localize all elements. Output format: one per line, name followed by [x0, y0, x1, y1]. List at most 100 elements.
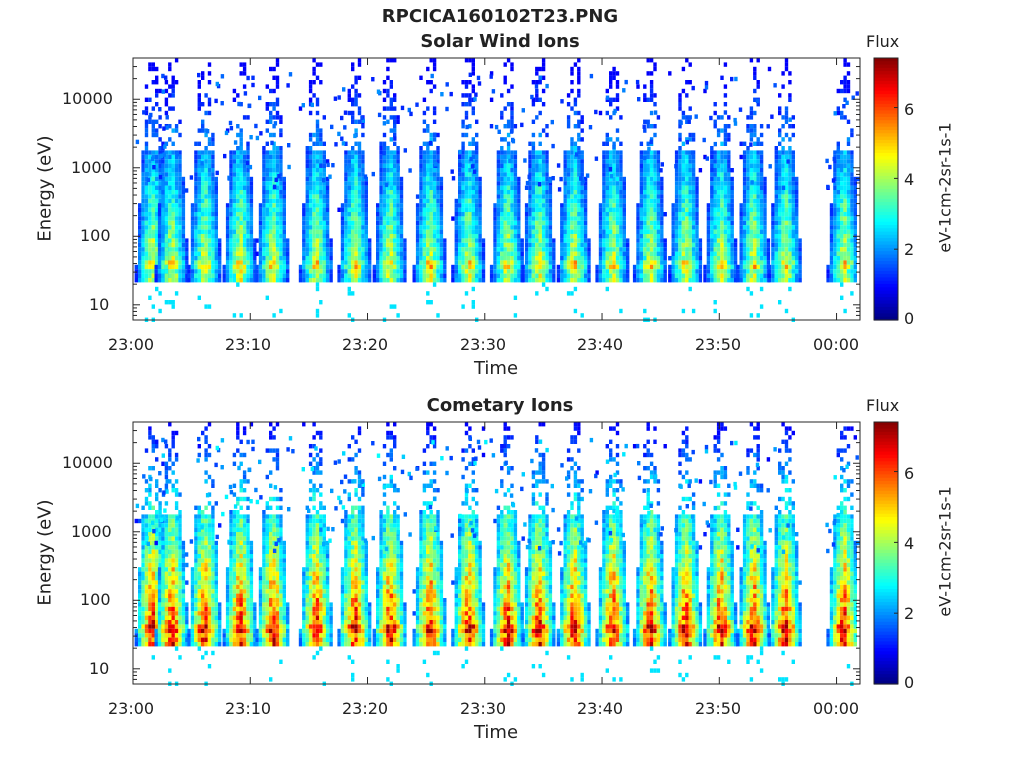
flux-cell: [178, 260, 182, 265]
flux-cell: [746, 159, 750, 164]
flux-cell: [643, 260, 647, 265]
flux-cell: [364, 207, 368, 212]
flux-cell: [161, 247, 165, 252]
flux-cell: [168, 256, 172, 261]
flux-cell: [155, 203, 159, 208]
flux-cell: [236, 168, 240, 173]
flux-cell: [720, 251, 724, 256]
flux-cell: [265, 172, 269, 177]
flux-cell: [716, 216, 721, 221]
flux-cell: [619, 115, 623, 120]
flux-cell: [347, 234, 351, 239]
flux-cell: [609, 234, 613, 239]
flux-cell: [376, 207, 380, 212]
flux-cell: [262, 212, 266, 217]
flux-cell: [426, 168, 430, 173]
flux-cell: [496, 260, 501, 265]
flux-cell: [506, 132, 511, 138]
flux-cell: [653, 251, 657, 256]
flux-cell: [158, 163, 162, 168]
flux-cell: [671, 256, 675, 261]
flux-cell: [458, 198, 462, 204]
flux-cell: [312, 212, 316, 217]
flux-cell: [471, 137, 475, 142]
flux-cell: [753, 154, 757, 160]
flux-cell: [649, 264, 654, 270]
flux-cell: [598, 256, 603, 261]
flux-cell: [439, 242, 444, 248]
flux-cell: [204, 220, 208, 226]
flux-cell: [239, 229, 243, 234]
flux-cell: [157, 242, 162, 248]
flux-cell: [302, 273, 306, 278]
flux-cell: [695, 260, 699, 265]
flux-cell: [570, 154, 574, 160]
flux-cell: [506, 264, 511, 270]
flux-cell: [503, 260, 507, 265]
flux-cell: [319, 242, 323, 248]
flux-cell: [379, 185, 383, 190]
flux-cell: [269, 220, 273, 226]
flux-cell: [535, 264, 539, 270]
flux-cell: [678, 198, 682, 204]
flux-cell: [656, 181, 661, 186]
flux-cell: [622, 269, 626, 274]
flux-cell: [756, 278, 760, 283]
flux-cell: [643, 234, 647, 239]
flux-cell: [269, 66, 273, 72]
flux-cell: [351, 225, 355, 230]
flux-cell: [746, 185, 750, 190]
flux-cell: [269, 176, 273, 182]
flux-cell: [302, 203, 306, 208]
flux-cell: [749, 190, 754, 195]
flux-cell: [214, 207, 218, 212]
flux-cell: [305, 198, 309, 204]
flux-cell: [155, 234, 159, 239]
flux-cell: [541, 260, 546, 265]
flux-cell: [602, 225, 606, 230]
flux-cell: [194, 159, 198, 164]
flux-cell: [500, 181, 504, 186]
flux-cell: [269, 273, 273, 278]
flux-cell: [396, 172, 400, 177]
flux-cell: [506, 203, 511, 208]
flux-cell: [605, 242, 609, 248]
flux-cell: [716, 185, 721, 190]
flux-cell: [382, 216, 387, 221]
flux-cell: [171, 256, 175, 261]
flux-cell: [174, 176, 179, 182]
flux-cell: [232, 198, 237, 204]
flux-cell: [710, 159, 714, 164]
flux-cell: [361, 225, 365, 230]
flux-cell: [161, 194, 165, 199]
flux-cell: [249, 207, 254, 212]
flux-cell: [315, 159, 320, 164]
flux-cell: [325, 190, 330, 195]
flux-cell: [681, 234, 686, 239]
flux-cell: [691, 168, 696, 173]
flux-cell: [194, 225, 198, 230]
flux-cell: [552, 242, 556, 248]
flux-cell: [746, 124, 750, 129]
flux-cell: [344, 154, 348, 160]
flux-cell: [771, 264, 775, 270]
flux-cell: [639, 172, 644, 177]
flux-cell: [443, 256, 447, 261]
flux-cell: [510, 273, 514, 278]
flux-cell: [517, 273, 521, 278]
flux-cell: [357, 194, 362, 199]
flux-cell: [560, 207, 564, 212]
flux-cell: [742, 256, 747, 261]
flux-cell: [609, 137, 613, 142]
flux-cell: [506, 198, 511, 204]
flux-cell: [207, 207, 212, 212]
flux-cell: [560, 216, 564, 221]
flux-cell: [720, 141, 724, 146]
flux-cell: [746, 264, 750, 270]
flux-cell: [570, 238, 574, 243]
flux-cell: [253, 264, 257, 270]
flux-cell: [389, 269, 393, 274]
flux-cell: [372, 278, 376, 283]
flux-cell: [269, 198, 273, 204]
flux-cell: [168, 172, 172, 177]
